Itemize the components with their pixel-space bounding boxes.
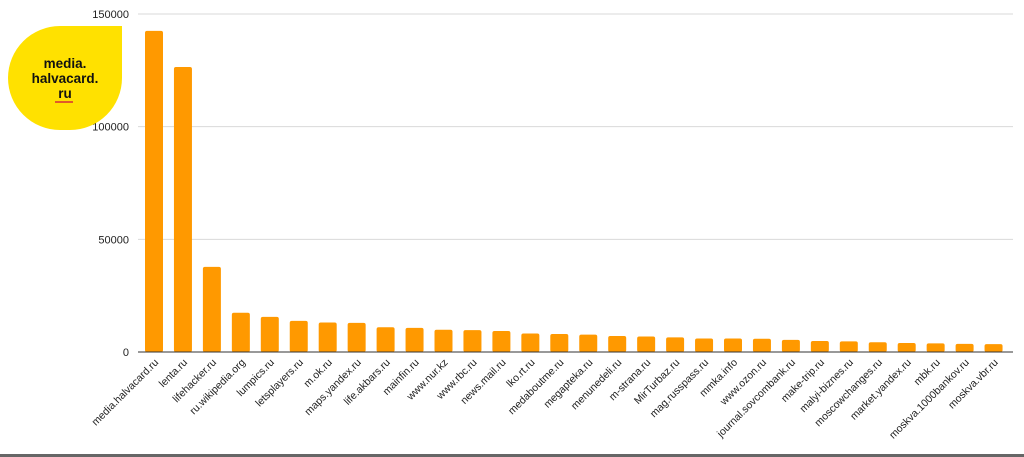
bar [318,322,337,352]
bar [521,333,540,352]
logo-line-3: ru [58,86,72,101]
bar [839,341,858,352]
bar [173,66,192,352]
bar [231,312,250,352]
bar [608,336,627,352]
logo-text: media. halvacard. ru [8,56,122,101]
bar [984,344,1003,352]
bar [695,338,714,352]
bar [550,333,569,352]
bar [752,338,771,352]
bar [202,266,221,352]
x-tick-label: media.halvacard.ru [89,357,161,429]
logo-line-1: media. [43,56,87,71]
bar [637,336,656,352]
bar [434,329,453,352]
y-axis-ticks: 0 50000 100000 150000 [92,9,129,359]
logo-line-2: halvacard. [31,71,99,86]
y-tick-label: 50000 [98,234,129,246]
x-axis-ticks: media.halvacard.rulenta.rulifehacker.rur… [89,357,1000,442]
bar [666,337,685,352]
bar [897,342,916,352]
bar [347,322,366,352]
y-tick-label: 100000 [92,122,129,134]
bar [260,316,279,352]
y-tick-label: 0 [123,347,129,359]
y-tick-label: 150000 [92,9,129,21]
bar [405,327,424,352]
logo-accent-line [55,101,73,103]
bar [463,330,482,352]
logo-badge [8,26,122,130]
bar [376,327,395,352]
gridlines [138,13,1013,240]
bottom-divider [0,454,1024,457]
bar [724,338,742,352]
bar [492,331,511,352]
bars [145,30,1003,353]
bar [145,30,163,353]
bar [926,343,945,352]
bar [579,334,598,352]
bar [289,320,308,352]
bar [868,342,887,352]
bar [810,340,829,352]
bar [955,343,974,352]
bar [781,339,800,352]
